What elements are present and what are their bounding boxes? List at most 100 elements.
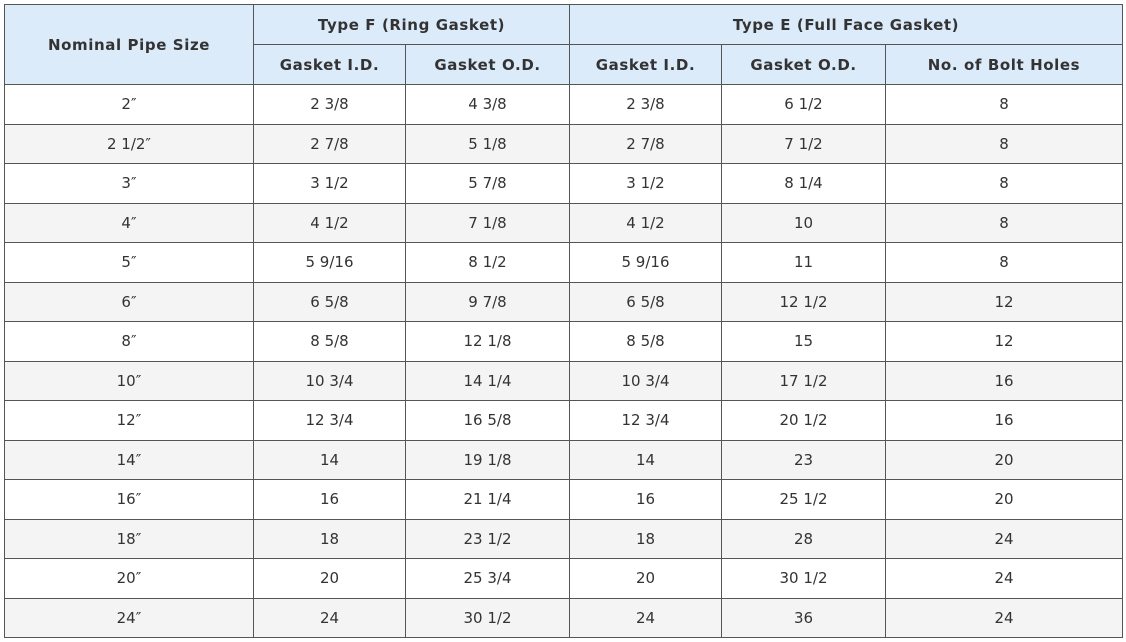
type-f-id-cell: 14 bbox=[253, 439, 406, 480]
type-e-id-cell: 10 3/4 bbox=[569, 360, 722, 401]
type-e-od-cell: 15 bbox=[721, 321, 886, 362]
type-e-id-cell: 3 1/2 bbox=[569, 163, 722, 204]
type-e-od-cell: 12 1/2 bbox=[721, 281, 886, 322]
table-row: 2″ 2 3/8 4 3/8 2 3/8 6 1/2 8 bbox=[4, 84, 1123, 125]
type-e-od-cell: 36 bbox=[721, 597, 886, 638]
type-e-od-cell: 17 1/2 bbox=[721, 360, 886, 401]
type-f-od-cell: 9 7/8 bbox=[405, 281, 570, 322]
type-e-id-cell: 6 5/8 bbox=[569, 281, 722, 322]
header-row-groups: Nominal Pipe Size Type F (Ring Gasket) T… bbox=[4, 4, 1123, 85]
bolt-holes-cell: 20 bbox=[885, 439, 1123, 480]
type-f-od-cell: 19 1/8 bbox=[405, 439, 570, 480]
table-row: 5″ 5 9/16 8 1/2 5 9/16 11 8 bbox=[4, 242, 1123, 283]
table-row: 8″ 8 5/8 12 1/8 8 5/8 15 12 bbox=[4, 321, 1123, 362]
nominal-size-cell: 2 1/2″ bbox=[4, 123, 254, 164]
type-f-od-cell: 12 1/8 bbox=[405, 321, 570, 362]
bolt-holes-cell: 24 bbox=[885, 518, 1123, 559]
header-type-f-gasket-id: Gasket I.D. bbox=[253, 44, 406, 85]
table-row: 18″ 18 23 1/2 18 28 24 bbox=[4, 518, 1123, 559]
type-e-od-cell: 8 1/4 bbox=[721, 163, 886, 204]
type-f-id-cell: 20 bbox=[253, 558, 406, 599]
type-e-od-cell: 7 1/2 bbox=[721, 123, 886, 164]
nominal-size-cell: 20″ bbox=[4, 558, 254, 599]
bolt-holes-cell: 12 bbox=[885, 281, 1123, 322]
type-e-od-cell: 28 bbox=[721, 518, 886, 559]
type-f-od-cell: 14 1/4 bbox=[405, 360, 570, 401]
type-f-id-cell: 6 5/8 bbox=[253, 281, 406, 322]
header-type-e-group: Type E (Full Face Gasket) bbox=[569, 4, 1123, 45]
type-e-od-cell: 25 1/2 bbox=[721, 479, 886, 520]
bolt-holes-cell: 8 bbox=[885, 202, 1123, 243]
table-row: 6″ 6 5/8 9 7/8 6 5/8 12 1/2 12 bbox=[4, 281, 1123, 322]
table-body: 2″ 2 3/8 4 3/8 2 3/8 6 1/2 8 2 1/2″ 2 7/8 5 1/8 2… bbox=[4, 84, 1123, 638]
type-e-id-cell: 4 1/2 bbox=[569, 202, 722, 243]
bolt-holes-cell: 16 bbox=[885, 360, 1123, 401]
bolt-holes-cell: 8 bbox=[885, 123, 1123, 164]
type-e-od-cell: 23 bbox=[721, 439, 886, 480]
bolt-holes-cell: 12 bbox=[885, 321, 1123, 362]
type-e-id-cell: 2 3/8 bbox=[569, 84, 722, 125]
table-row: 12″ 12 3/4 16 5/8 12 3/4 20 1/2 16 bbox=[4, 400, 1123, 441]
nominal-size-cell: 8″ bbox=[4, 321, 254, 362]
type-f-id-cell: 16 bbox=[253, 479, 406, 520]
table-row: 14″ 14 19 1/8 14 23 20 bbox=[4, 439, 1123, 480]
type-f-od-cell: 5 1/8 bbox=[405, 123, 570, 164]
header-type-f-gasket-od: Gasket O.D. bbox=[405, 44, 570, 85]
bolt-holes-cell: 8 bbox=[885, 84, 1123, 125]
bolt-holes-cell: 8 bbox=[885, 242, 1123, 283]
type-e-id-cell: 14 bbox=[569, 439, 722, 480]
nominal-size-cell: 10″ bbox=[4, 360, 254, 401]
nominal-size-cell: 18″ bbox=[4, 518, 254, 559]
header-type-e-gasket-od: Gasket O.D. bbox=[721, 44, 886, 85]
header-type-e-gasket-id: Gasket I.D. bbox=[569, 44, 722, 85]
table-row: 10″ 10 3/4 14 1/4 10 3/4 17 1/2 16 bbox=[4, 360, 1123, 401]
type-e-id-cell: 12 3/4 bbox=[569, 400, 722, 441]
type-e-id-cell: 20 bbox=[569, 558, 722, 599]
nominal-size-cell: 14″ bbox=[4, 439, 254, 480]
nominal-size-cell: 12″ bbox=[4, 400, 254, 441]
nominal-size-cell: 24″ bbox=[4, 597, 254, 638]
type-f-id-cell: 24 bbox=[253, 597, 406, 638]
type-f-id-cell: 18 bbox=[253, 518, 406, 559]
header-nominal-pipe-size: Nominal Pipe Size bbox=[4, 4, 254, 85]
nominal-size-cell: 2″ bbox=[4, 84, 254, 125]
type-e-od-cell: 20 1/2 bbox=[721, 400, 886, 441]
table-row: 16″ 16 21 1/4 16 25 1/2 20 bbox=[4, 479, 1123, 520]
table-row: 20″ 20 25 3/4 20 30 1/2 24 bbox=[4, 558, 1123, 599]
table-row: 2 1/2″ 2 7/8 5 1/8 2 7/8 7 1/2 8 bbox=[4, 123, 1123, 164]
type-e-od-cell: 10 bbox=[721, 202, 886, 243]
type-f-id-cell: 12 3/4 bbox=[253, 400, 406, 441]
table-header: Nominal Pipe Size Type F (Ring Gasket) T… bbox=[4, 4, 1123, 85]
type-e-id-cell: 5 9/16 bbox=[569, 242, 722, 283]
gasket-dimensions-table: Nominal Pipe Size Type F (Ring Gasket) T… bbox=[4, 4, 1123, 638]
type-f-od-cell: 4 3/8 bbox=[405, 84, 570, 125]
type-f-id-cell: 2 7/8 bbox=[253, 123, 406, 164]
type-f-od-cell: 8 1/2 bbox=[405, 242, 570, 283]
bolt-holes-cell: 24 bbox=[885, 597, 1123, 638]
type-e-id-cell: 24 bbox=[569, 597, 722, 638]
bolt-holes-cell: 8 bbox=[885, 163, 1123, 204]
type-f-id-cell: 10 3/4 bbox=[253, 360, 406, 401]
type-e-id-cell: 18 bbox=[569, 518, 722, 559]
type-e-od-cell: 30 1/2 bbox=[721, 558, 886, 599]
bolt-holes-cell: 16 bbox=[885, 400, 1123, 441]
type-f-od-cell: 23 1/2 bbox=[405, 518, 570, 559]
type-f-od-cell: 7 1/8 bbox=[405, 202, 570, 243]
type-e-id-cell: 8 5/8 bbox=[569, 321, 722, 362]
nominal-size-cell: 16″ bbox=[4, 479, 254, 520]
type-e-id-cell: 16 bbox=[569, 479, 722, 520]
header-bolt-holes: No. of Bolt Holes bbox=[885, 44, 1123, 85]
table-row: 4″ 4 1/2 7 1/8 4 1/2 10 8 bbox=[4, 202, 1123, 243]
table-row: 24″ 24 30 1/2 24 36 24 bbox=[4, 597, 1123, 638]
header-row-columns: Gasket I.D. Gasket O.D. Gasket I.D. Gask… bbox=[5, 44, 1123, 85]
type-f-id-cell: 3 1/2 bbox=[253, 163, 406, 204]
nominal-size-cell: 5″ bbox=[4, 242, 254, 283]
table-row: 3″ 3 1/2 5 7/8 3 1/2 8 1/4 8 bbox=[4, 163, 1123, 204]
type-f-od-cell: 21 1/4 bbox=[405, 479, 570, 520]
type-e-id-cell: 2 7/8 bbox=[569, 123, 722, 164]
nominal-size-cell: 4″ bbox=[4, 202, 254, 243]
type-f-od-cell: 30 1/2 bbox=[405, 597, 570, 638]
type-f-id-cell: 4 1/2 bbox=[253, 202, 406, 243]
nominal-size-cell: 6″ bbox=[4, 281, 254, 322]
bolt-holes-cell: 24 bbox=[885, 558, 1123, 599]
